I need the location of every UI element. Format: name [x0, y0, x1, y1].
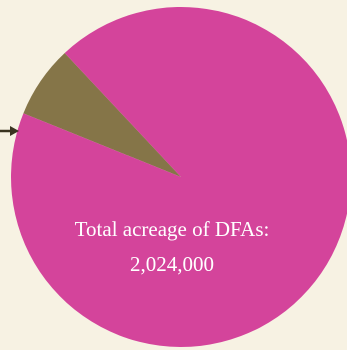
total-acreage-label: Total acreage of DFAs:: [75, 217, 270, 241]
pointer-arrow: [0, 126, 19, 136]
pie-slices: [11, 7, 347, 347]
pie-slice-0: [11, 7, 347, 347]
pointer-arrow-head: [10, 126, 19, 136]
total-acreage-value: 2,024,000: [130, 252, 214, 276]
pie-slice-1: [23, 52, 182, 177]
